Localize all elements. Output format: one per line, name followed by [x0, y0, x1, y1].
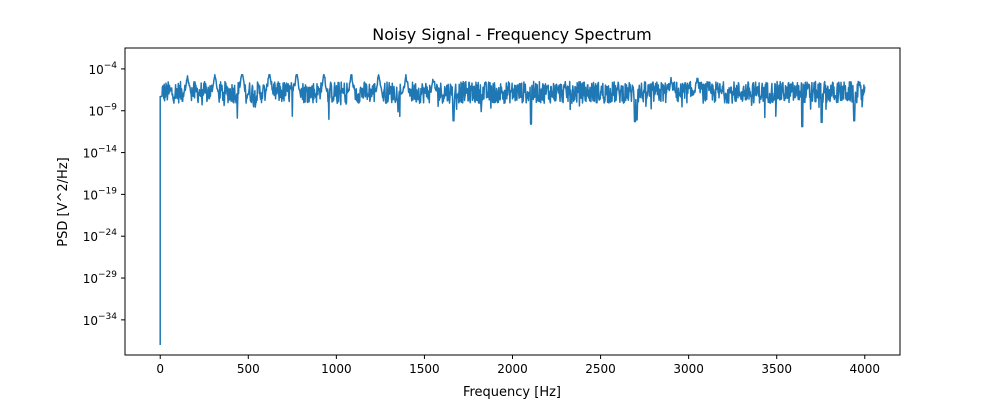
x-tick-label: 2500 [585, 362, 616, 376]
y-axis-label: PSD [V^2/Hz] [56, 157, 71, 246]
x-tick-label: 1500 [409, 362, 440, 376]
x-tick-label: 2000 [497, 362, 528, 376]
y-tick-label: 10−24 [83, 228, 118, 244]
y-tick-label: 10−14 [83, 145, 118, 161]
x-tick-label: 1000 [321, 362, 352, 376]
y-tick-label: 10−9 [88, 103, 117, 119]
y-tick-label: 10−29 [83, 270, 118, 286]
y-tick-label: 10−19 [83, 186, 118, 202]
y-tick-label: 10−4 [88, 61, 117, 77]
y-tick-label: 10−34 [83, 312, 118, 328]
x-tick-label: 3000 [673, 362, 704, 376]
x-tick-label: 500 [237, 362, 260, 376]
chart-title: Noisy Signal - Frequency Spectrum [372, 25, 651, 44]
x-axis-label: Frequency [Hz] [463, 385, 561, 400]
psd-series-line [159, 74, 866, 345]
x-tick-label: 4000 [849, 362, 880, 376]
x-tick-label: 0 [156, 362, 164, 376]
x-tick-label: 3500 [761, 362, 792, 376]
